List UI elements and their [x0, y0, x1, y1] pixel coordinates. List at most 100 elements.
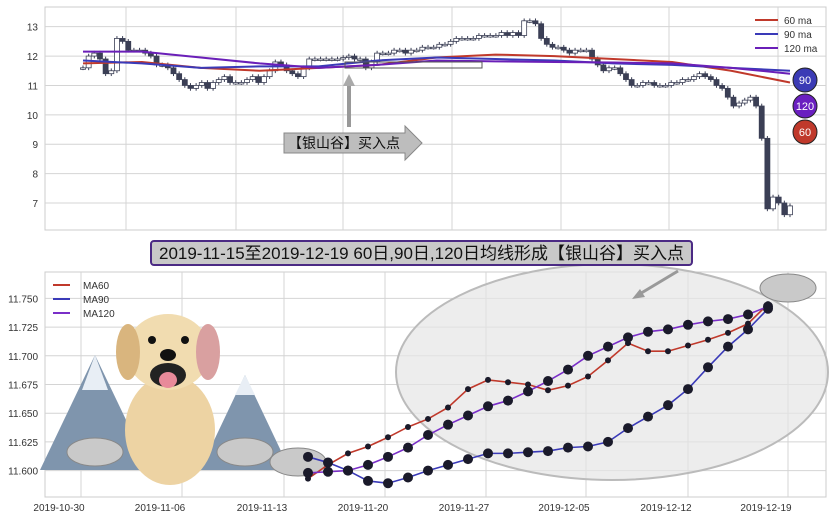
candle	[345, 55, 352, 58]
data-point	[423, 430, 433, 441]
candle	[764, 137, 771, 210]
data-point	[703, 362, 713, 373]
data-point	[563, 364, 573, 375]
dog-tongue	[159, 372, 177, 388]
data-point	[345, 450, 351, 457]
candle	[261, 76, 267, 83]
data-point	[703, 316, 713, 327]
candle	[498, 32, 505, 36]
data-point	[425, 415, 431, 422]
x-tick-label: 2019-11-20	[338, 503, 389, 514]
data-point	[403, 472, 413, 483]
highlight-ellipse	[395, 263, 829, 481]
candle	[385, 52, 392, 56]
y-tick-label: 11.650	[8, 409, 38, 420]
candle	[470, 38, 477, 41]
data-point	[623, 332, 633, 343]
data-point	[463, 454, 473, 465]
data-point	[383, 478, 393, 489]
candle	[543, 38, 550, 45]
data-point	[443, 459, 453, 470]
y-tick-label: 11.700	[8, 352, 38, 363]
data-point	[725, 329, 731, 336]
candle	[317, 58, 324, 61]
y-tick-label: 11.625	[8, 438, 38, 449]
candle	[255, 76, 262, 83]
y-tick-label: 10	[27, 111, 39, 122]
candle	[379, 52, 386, 56]
data-point	[303, 451, 313, 462]
data-point	[605, 357, 611, 364]
candle	[651, 82, 658, 86]
x-tick-label: 2019-12-19	[740, 503, 792, 514]
data-point	[565, 382, 571, 389]
y-tick-label: 11.725	[8, 323, 38, 334]
candle	[549, 43, 556, 48]
x-tick-label: 2019-11-13	[237, 503, 288, 514]
silver-ingot-icon	[216, 437, 274, 467]
callout-label: 【银山谷】买入点	[288, 135, 400, 151]
candle	[685, 79, 692, 82]
data-point	[523, 447, 533, 458]
data-point	[463, 410, 473, 421]
candle	[572, 49, 578, 54]
dog-illustration	[116, 314, 220, 485]
dog-eye	[148, 336, 156, 344]
candle	[730, 96, 737, 107]
candle	[221, 76, 228, 80]
candle	[323, 58, 330, 61]
data-point	[523, 386, 533, 397]
y-tick-label: 11.675	[8, 381, 38, 392]
data-point	[385, 434, 391, 441]
candle	[170, 67, 177, 75]
candle	[492, 35, 499, 38]
candle	[577, 49, 584, 53]
data-point	[303, 467, 313, 478]
candle	[504, 32, 511, 36]
legend-label: MA60	[83, 281, 110, 292]
data-point	[505, 379, 511, 386]
candle	[606, 67, 612, 72]
legend-label: MA120	[83, 309, 115, 320]
ma-badge	[792, 119, 818, 145]
data-point	[563, 442, 573, 453]
data-point	[323, 466, 333, 477]
candle	[487, 35, 494, 38]
candle	[80, 67, 86, 70]
candle	[210, 82, 216, 89]
x-tick-label: 2019-10-30	[33, 503, 85, 514]
candle	[453, 38, 460, 42]
data-point	[663, 400, 673, 411]
data-point	[603, 436, 613, 447]
callout-arrow	[283, 124, 423, 162]
candle	[289, 70, 296, 75]
data-point	[405, 423, 411, 430]
mountain-icon	[40, 355, 150, 470]
candle	[476, 35, 482, 39]
candle	[713, 79, 720, 86]
data-point	[383, 451, 393, 462]
candle	[328, 58, 335, 61]
data-point	[645, 348, 651, 355]
data-point	[483, 448, 493, 459]
candle	[747, 96, 754, 101]
candle	[640, 82, 646, 86]
candle	[311, 58, 318, 61]
candle	[357, 58, 364, 61]
candle	[204, 82, 211, 89]
candle	[515, 32, 522, 36]
ma-badge-label: 90	[799, 75, 811, 87]
candle	[85, 55, 92, 69]
candle	[413, 49, 420, 53]
candle	[645, 82, 652, 85]
candle	[125, 40, 132, 51]
candle	[758, 105, 765, 139]
data-point	[685, 342, 691, 349]
data-point	[543, 376, 553, 387]
x-tick-label: 2019-12-12	[640, 503, 692, 514]
candle	[91, 52, 98, 57]
data-point	[583, 441, 593, 452]
candle	[617, 67, 624, 75]
candle	[634, 85, 641, 88]
data-point	[363, 475, 373, 486]
